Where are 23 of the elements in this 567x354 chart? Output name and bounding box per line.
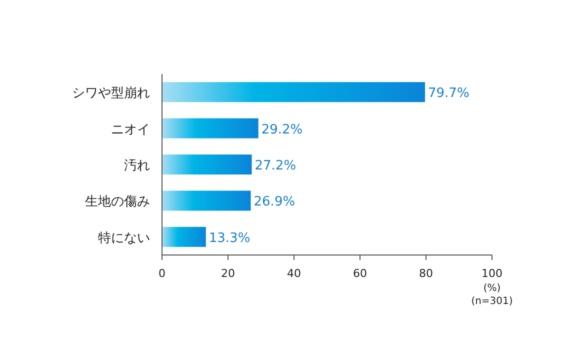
bar [162, 82, 426, 102]
bar [162, 226, 206, 247]
y-tick-label: ニオイ [111, 122, 150, 138]
x-tick-label: 40 [287, 267, 301, 280]
bar [162, 190, 251, 211]
data-label: 29.2% [261, 122, 303, 138]
y-tick-label: 汚れ [124, 158, 150, 174]
data-label: 26.9% [254, 194, 296, 210]
y-tick-label: 生地の傷み [85, 194, 150, 210]
data-label: 27.2% [254, 158, 296, 174]
data-label: 79.7% [428, 86, 470, 102]
x-tick-label: 60 [353, 267, 367, 280]
y-tick-label: シワや型崩れ [72, 86, 150, 102]
x-tick-label: 20 [221, 267, 235, 280]
text: (n=301) [471, 296, 513, 307]
x-tick-label: 80 [419, 267, 433, 280]
x-tick-label: 0 [158, 267, 166, 280]
bar [162, 154, 252, 174]
bar [162, 118, 258, 138]
x-axis-title: (%) [483, 283, 501, 294]
x-tick-label: 100 [482, 267, 502, 280]
y-tick-label: 特にない [98, 230, 150, 246]
data-label: 13.3% [208, 230, 250, 246]
